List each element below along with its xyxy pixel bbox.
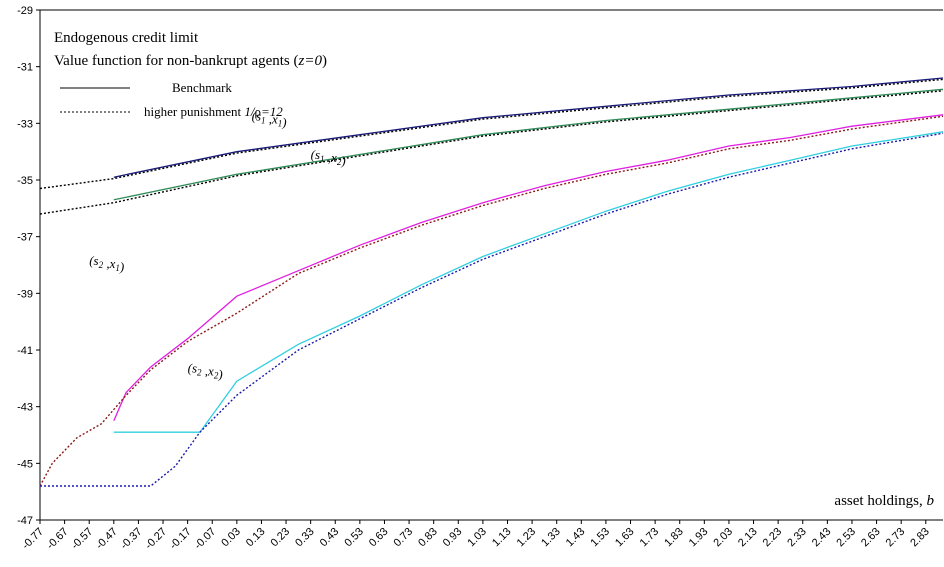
y-tick-label: -33	[17, 118, 33, 130]
series-annotation-3: (s2 ,x2)	[188, 361, 223, 382]
x-tick-label: -0.07	[192, 526, 218, 552]
x-tick-label: 1.13	[490, 526, 514, 550]
y-tick-label: -29	[17, 5, 33, 17]
y-tick-label: -31	[17, 62, 33, 74]
x-tick-label: 1.83	[662, 526, 686, 550]
subtitle-text-a: Value function for non-bankrupt agents (	[54, 53, 299, 69]
x-tick-label: 2.83	[908, 526, 932, 550]
x-tick-label: 0.63	[367, 526, 391, 550]
series-group	[39, 77, 944, 487]
legend-benchmark-label: Benchmark	[172, 80, 232, 95]
x-tick-label: 0.53	[342, 526, 366, 550]
y-tick-label: -35	[17, 175, 33, 187]
series-line-7	[40, 132, 944, 487]
x-tick-label: 2.03	[711, 526, 735, 550]
x-tick-label: 2.53	[834, 526, 858, 550]
x-tick-label: 1.03	[465, 526, 489, 550]
chart-title: Endogenous credit limit	[54, 30, 199, 46]
x-tick-label: -0.37	[118, 526, 144, 552]
x-tick-label: -0.47	[94, 526, 120, 552]
x-tick-label: 0.03	[219, 526, 243, 550]
x-tick-label: 0.93	[441, 526, 465, 550]
series-annotation-0: (s1 ,x1)	[252, 109, 287, 130]
subtitle-text-c: )	[322, 53, 327, 69]
x-tick-label: 2.33	[785, 526, 809, 550]
subtitle-text-b: z=0	[298, 53, 323, 69]
x-tick-label: -0.27	[143, 526, 169, 552]
legend-punishment-label: higher punishment 1/ρ=12	[144, 104, 283, 119]
x-tick-label: 2.73	[884, 526, 908, 550]
series-line-6	[39, 115, 944, 487]
x-tick-label: 0.33	[293, 526, 317, 550]
x-tick-label: 2.23	[761, 526, 785, 550]
axes-group: -29 -31 -33 -35 -37 -39 -41 -43 -45 -47-0.77-0.67…	[17, 5, 943, 552]
series-line-0	[113, 77, 944, 178]
x-tick-label: 1.23	[515, 526, 539, 550]
x-tick-label: 2.63	[859, 526, 883, 550]
y-tick-label: -37	[17, 232, 33, 244]
legend-punishment-text-a: higher punishment	[144, 104, 244, 119]
x-axis-label-var: b	[927, 493, 935, 509]
series-line-2	[113, 114, 944, 422]
y-tick-label: -43	[17, 402, 33, 414]
y-tick-label: -45	[17, 458, 33, 470]
x-tick-label: 0.13	[244, 526, 268, 550]
x-tick-label: 1.53	[588, 526, 612, 550]
x-tick-label: 1.63	[613, 526, 637, 550]
x-tick-label: 1.33	[539, 526, 563, 550]
x-tick-label: 2.43	[810, 526, 834, 550]
x-tick-label: -0.57	[69, 526, 95, 552]
series-line-5	[39, 90, 944, 215]
series-annotation-1: (s1 ,x2)	[311, 147, 346, 168]
legend-punishment-text-d: =12	[261, 104, 283, 119]
series-line-3	[113, 131, 944, 433]
x-tick-label: -0.67	[45, 526, 71, 552]
x-tick-label: 0.43	[318, 526, 342, 550]
x-tick-label: 1.93	[687, 526, 711, 550]
x-tick-label: 0.23	[269, 526, 293, 550]
x-tick-label: -0.17	[168, 526, 194, 552]
x-axis-label-text: asset holdings,	[834, 493, 926, 509]
y-tick-label: -39	[17, 288, 33, 300]
x-tick-label: 0.83	[416, 526, 440, 550]
x-tick-label: -0.77	[20, 526, 46, 552]
series-line-4	[39, 78, 944, 190]
legend-punishment-text-c: ρ	[255, 104, 262, 119]
y-tick-label: -41	[17, 345, 33, 357]
x-tick-label: 0.73	[392, 526, 416, 550]
x-tick-label: 1.73	[638, 526, 662, 550]
labels-group: (s1 ,x1) (s1 ,x2) (s2 ,x1) (s2 ,x2)	[89, 109, 345, 382]
legend-punishment-text-b: 1/	[244, 104, 256, 119]
x-tick-label: 2.13	[736, 526, 760, 550]
chart-subtitle: Value function for non-bankrupt agents (…	[54, 53, 327, 69]
series-line-1	[113, 88, 944, 201]
y-tick-label: -47	[17, 515, 33, 527]
x-tick-label: 1.43	[564, 526, 588, 550]
x-axis-label: asset holdings, b	[834, 493, 934, 509]
series-annotation-2: (s2 ,x1)	[89, 253, 124, 274]
